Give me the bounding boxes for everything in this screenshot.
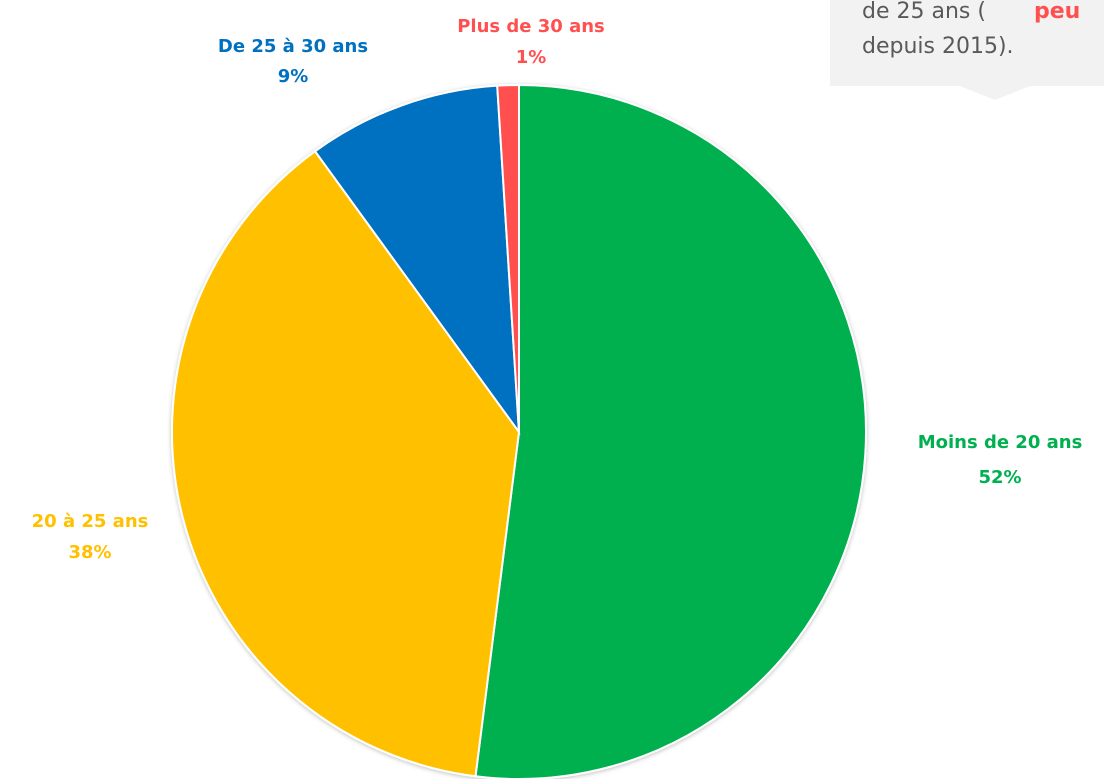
callout: de 25 ans ( peu depuis 2015).	[830, 0, 1104, 100]
slice-value: 9%	[278, 66, 309, 87]
slice-label: De 25 à 30 ans	[218, 36, 368, 57]
slice-label: 20 à 25 ans	[32, 511, 149, 532]
callout-box	[830, 0, 1104, 86]
pie-slice	[171, 149, 521, 778]
slice-value: 38%	[68, 542, 111, 563]
slice-value: 52%	[978, 467, 1021, 488]
pie	[171, 83, 867, 779]
slice-label: Plus de 30 ans	[457, 16, 605, 37]
slice-value: 1%	[516, 47, 547, 68]
callout-pointer	[960, 86, 1030, 100]
callout-text: depuis 2015).	[862, 34, 1014, 59]
pie-slice	[474, 83, 867, 779]
callout-text: de 25 ans (	[862, 0, 986, 24]
callout-highlight: peu	[1034, 0, 1080, 24]
pie-slice	[496, 83, 520, 433]
pie-slice	[313, 84, 521, 436]
slice-label: Moins de 20 ans	[918, 432, 1083, 453]
